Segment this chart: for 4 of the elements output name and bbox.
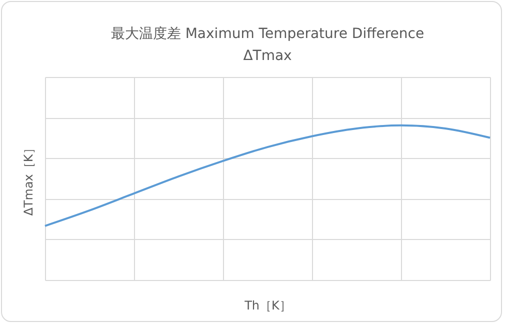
- chart-subtitle: ΔTmax: [243, 48, 292, 64]
- y-axis-title: ΔTmax［K］: [22, 142, 36, 216]
- x-axis-title: Th［K］: [244, 298, 292, 312]
- chart-title: 最大温度差 Maximum Temperature Difference: [110, 26, 424, 42]
